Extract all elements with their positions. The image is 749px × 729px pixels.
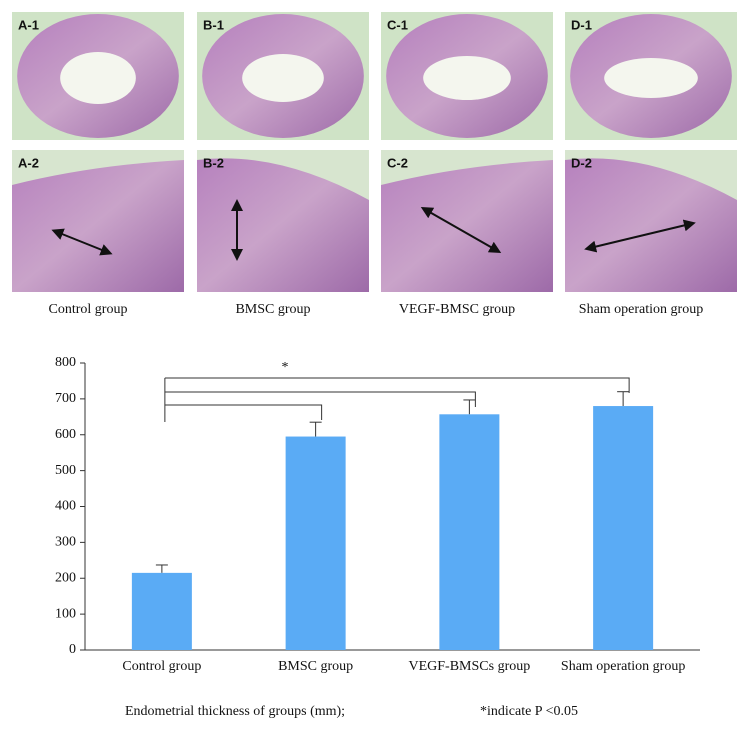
arrow (584, 219, 696, 253)
lumen (604, 58, 698, 98)
significance-mark: * (282, 360, 289, 375)
panel-label: C-2 (387, 155, 408, 170)
y-tick-label: 400 (55, 499, 76, 514)
y-tick-label: 800 (55, 355, 76, 370)
panel-label: B-1 (203, 17, 224, 32)
tissue-edge (381, 150, 553, 185)
x-tick-label: VEGF-BMSCs group (409, 659, 531, 674)
lumen (60, 52, 136, 104)
y-tick-label: 500 (55, 463, 76, 478)
panel-caption: Control group (49, 302, 128, 317)
y-tick-label: 100 (55, 606, 76, 621)
panel-label: B-2 (203, 155, 224, 170)
footnote: *indicate P <0.05 (480, 704, 578, 719)
panel-caption: Sham operation group (579, 302, 703, 317)
tissue-edge (12, 150, 184, 185)
panel-label: D-2 (571, 155, 592, 170)
panel-label: A-2 (18, 155, 39, 170)
y-tick-label: 300 (55, 535, 76, 550)
y-tick-label: 700 (55, 391, 76, 406)
panel-label: D-1 (571, 17, 592, 32)
x-tick-label: BMSC group (278, 659, 353, 674)
bracket (164, 404, 323, 420)
panel-label: C-1 (387, 17, 408, 32)
panel-label: A-1 (18, 17, 39, 32)
bracket (164, 377, 630, 393)
bar (285, 436, 346, 650)
x-tick-label: Sham operation group (561, 659, 685, 674)
bar (131, 572, 192, 650)
x-axis-label: Endometrial thickness of groups (mm); (125, 704, 345, 719)
panel-caption: BMSC group (235, 302, 310, 317)
tissue-edge (565, 150, 737, 200)
y-tick-label: 600 (55, 427, 76, 442)
bracket (164, 391, 476, 407)
panel-caption: VEGF-BMSC group (399, 302, 515, 317)
bar (593, 406, 654, 650)
y-tick-label: 200 (55, 570, 76, 585)
arrow (51, 228, 113, 256)
bar (439, 414, 500, 650)
x-tick-label: Control group (122, 659, 201, 674)
lumen (242, 54, 324, 102)
y-tick-label: 0 (69, 642, 76, 657)
lumen (423, 56, 511, 100)
tissue-edge (197, 150, 369, 200)
arrow (420, 207, 502, 253)
